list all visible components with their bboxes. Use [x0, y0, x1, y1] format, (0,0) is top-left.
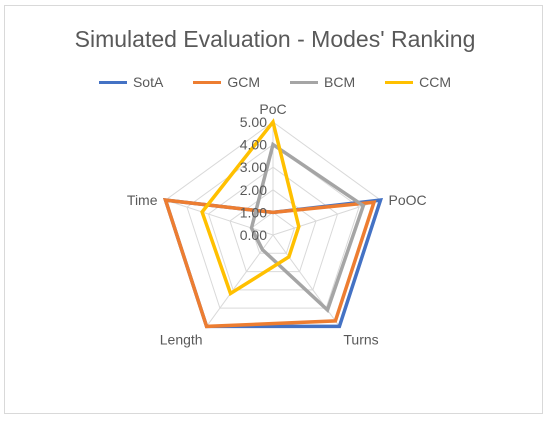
- tick-label: 1.00: [240, 204, 267, 220]
- legend-label-sota: SotA: [132, 74, 164, 90]
- legend-label-gcm: GCM: [227, 74, 260, 90]
- grid-spoke: [272, 234, 340, 327]
- legend-item-sota: SotA: [98, 74, 164, 90]
- axis-label-time: Time: [127, 192, 158, 208]
- legend-label-ccm: CCM: [419, 74, 452, 90]
- tick-label: 5.00: [240, 114, 267, 130]
- axis-label-length: Length: [160, 331, 203, 347]
- tick-label: 3.00: [240, 159, 267, 175]
- axis-label-turns: Turns: [343, 331, 378, 347]
- axis-label-poc: PoC: [259, 101, 286, 117]
- legend-item-bcm: BCM: [290, 74, 355, 90]
- legend-label-bcm: BCM: [324, 74, 356, 90]
- grid-spoke: [165, 199, 274, 236]
- series-line-ccm: [200, 118, 301, 297]
- legend-swatch-gcm: [193, 80, 222, 84]
- legend-swatch-sota: [98, 80, 127, 84]
- legend-item-ccm: CCM: [385, 74, 451, 90]
- grid-ring: [229, 189, 317, 273]
- axis-label-pooc: PoOC: [389, 192, 427, 208]
- series-line-gcm: [162, 198, 377, 329]
- legend: SotA GCM BCM CCM: [0, 74, 550, 90]
- tick-label: 0.00: [240, 227, 267, 243]
- grid-ring: [186, 143, 360, 309]
- chart-title: Simulated Evaluation - Modes' Ranking: [74, 26, 476, 52]
- radar-series: [162, 118, 384, 329]
- grid-ring: [250, 211, 296, 254]
- legend-item-gcm: GCM: [193, 74, 260, 90]
- legend-swatch-bcm: [290, 80, 318, 84]
- series-line-bcm: [249, 141, 366, 314]
- legend-swatch-ccm: [385, 80, 414, 84]
- tick-label: 4.00: [240, 137, 267, 153]
- tick-label: 2.00: [240, 182, 267, 198]
